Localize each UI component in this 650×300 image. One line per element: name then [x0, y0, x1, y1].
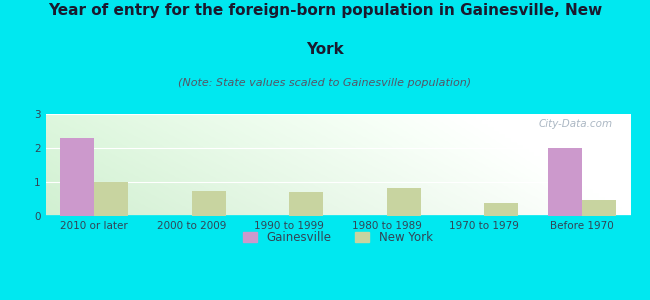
Text: (Note: State values scaled to Gainesville population): (Note: State values scaled to Gainesvill… [179, 78, 471, 88]
Bar [60, 138, 94, 216]
Bar [94, 182, 129, 216]
Bar [387, 188, 421, 216]
Bar [484, 203, 519, 216]
Bar [547, 148, 582, 216]
Text: City-Data.com: City-Data.com [539, 119, 613, 129]
Bar [289, 192, 324, 216]
Bar [192, 190, 226, 216]
Legend: Gainesville, New York: Gainesville, New York [239, 226, 437, 249]
Text: York: York [306, 42, 344, 57]
Bar [582, 200, 616, 216]
Text: Year of entry for the foreign-born population in Gainesville, New: Year of entry for the foreign-born popul… [48, 3, 602, 18]
